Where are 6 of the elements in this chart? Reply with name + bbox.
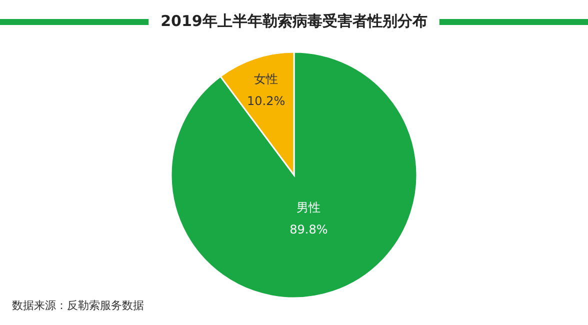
chart-title: 2019年上半年勒索病毒受害者性别分布 [160,12,428,30]
data-label: 10.2% [247,94,286,108]
source-note: 数据来源：反勒索服务数据 [12,299,144,312]
slice-label: 女性 [254,72,278,86]
slice-label: 男性 [296,200,321,215]
data-label: 89.8% [290,222,328,237]
